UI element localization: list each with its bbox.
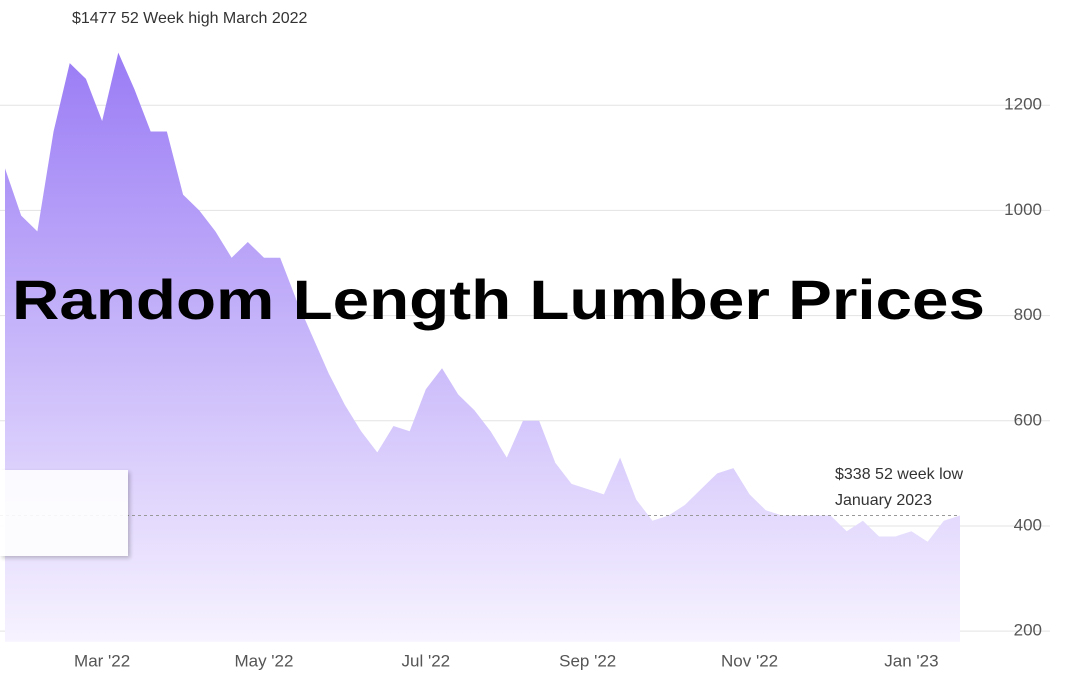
area (5, 52, 960, 642)
y-tick-label: 600 (1014, 410, 1042, 429)
x-tick-label: Jan '23 (884, 651, 938, 670)
y-tick-label: 400 (1014, 515, 1042, 534)
y-tick-label: 1000 (1004, 200, 1042, 219)
x-tick-label: May '22 (234, 651, 293, 670)
y-tick-label: 1200 (1004, 95, 1042, 114)
x-tick-label: Nov '22 (721, 651, 778, 670)
x-tick-label: Jul '22 (402, 651, 451, 670)
overlay-box (0, 470, 128, 556)
y-tick-label: 200 (1014, 621, 1042, 640)
x-tick-label: Sep '22 (559, 651, 616, 670)
annotation: $338 52 week low (835, 466, 964, 483)
chart-title: Random Length Lumber Prices (12, 268, 985, 331)
annotation: January 2023 (835, 492, 932, 509)
x-tick-label: Mar '22 (74, 651, 130, 670)
y-tick-label: 800 (1014, 305, 1042, 324)
annotation: $1477 52 Week high March 2022 (72, 10, 308, 27)
